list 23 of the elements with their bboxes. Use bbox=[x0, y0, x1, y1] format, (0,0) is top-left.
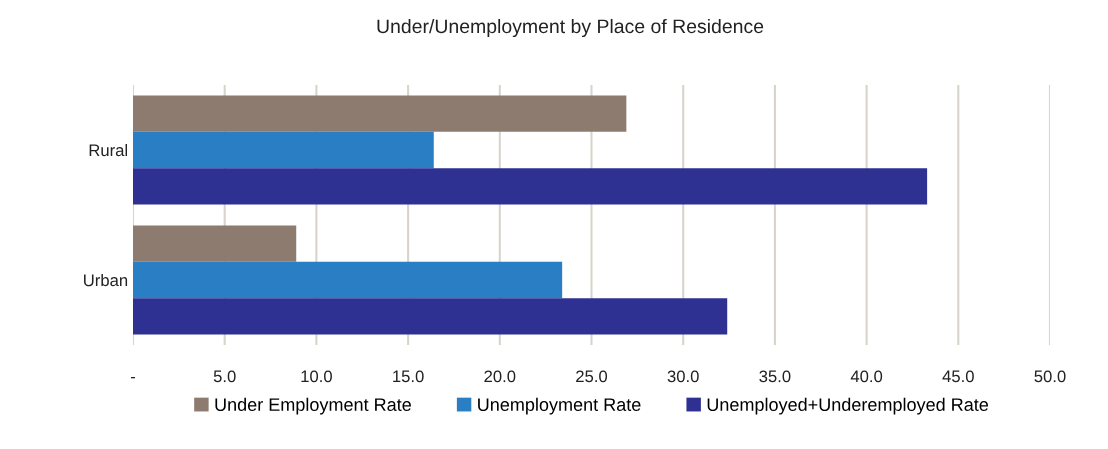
x-tick-label: 15.0 bbox=[393, 370, 424, 383]
bar bbox=[133, 261, 563, 299]
legend-label: Unemployment Rate bbox=[478, 397, 641, 415]
bar bbox=[133, 225, 297, 262]
x-tick-label: 45.0 bbox=[942, 370, 974, 383]
x-tick-label: - bbox=[130, 377, 136, 379]
x-tick-label: 35.0 bbox=[759, 370, 791, 383]
x-tick-label: 30.0 bbox=[667, 370, 699, 383]
x-tick-label: 40.0 bbox=[850, 370, 883, 383]
bar bbox=[133, 168, 928, 205]
x-tick-label: 5.0 bbox=[213, 370, 236, 383]
legend-label: Under Employment Rate bbox=[215, 397, 411, 415]
bar bbox=[133, 95, 627, 132]
y-tick-label: Rural bbox=[89, 143, 128, 157]
legend-label: Unemployed+Underemployed Rate bbox=[707, 397, 989, 415]
y-tick-label: Urban bbox=[84, 273, 128, 287]
x-tick-label: 50.0 bbox=[1034, 370, 1066, 383]
x-tick-label: 25.0 bbox=[576, 370, 608, 383]
bar bbox=[133, 131, 434, 169]
x-tick-label: 10.0 bbox=[301, 370, 332, 383]
chart-title: Under/Unemployment by Place of Residence bbox=[377, 18, 764, 38]
bar bbox=[133, 298, 728, 335]
x-tick-label: 20.0 bbox=[484, 370, 516, 383]
